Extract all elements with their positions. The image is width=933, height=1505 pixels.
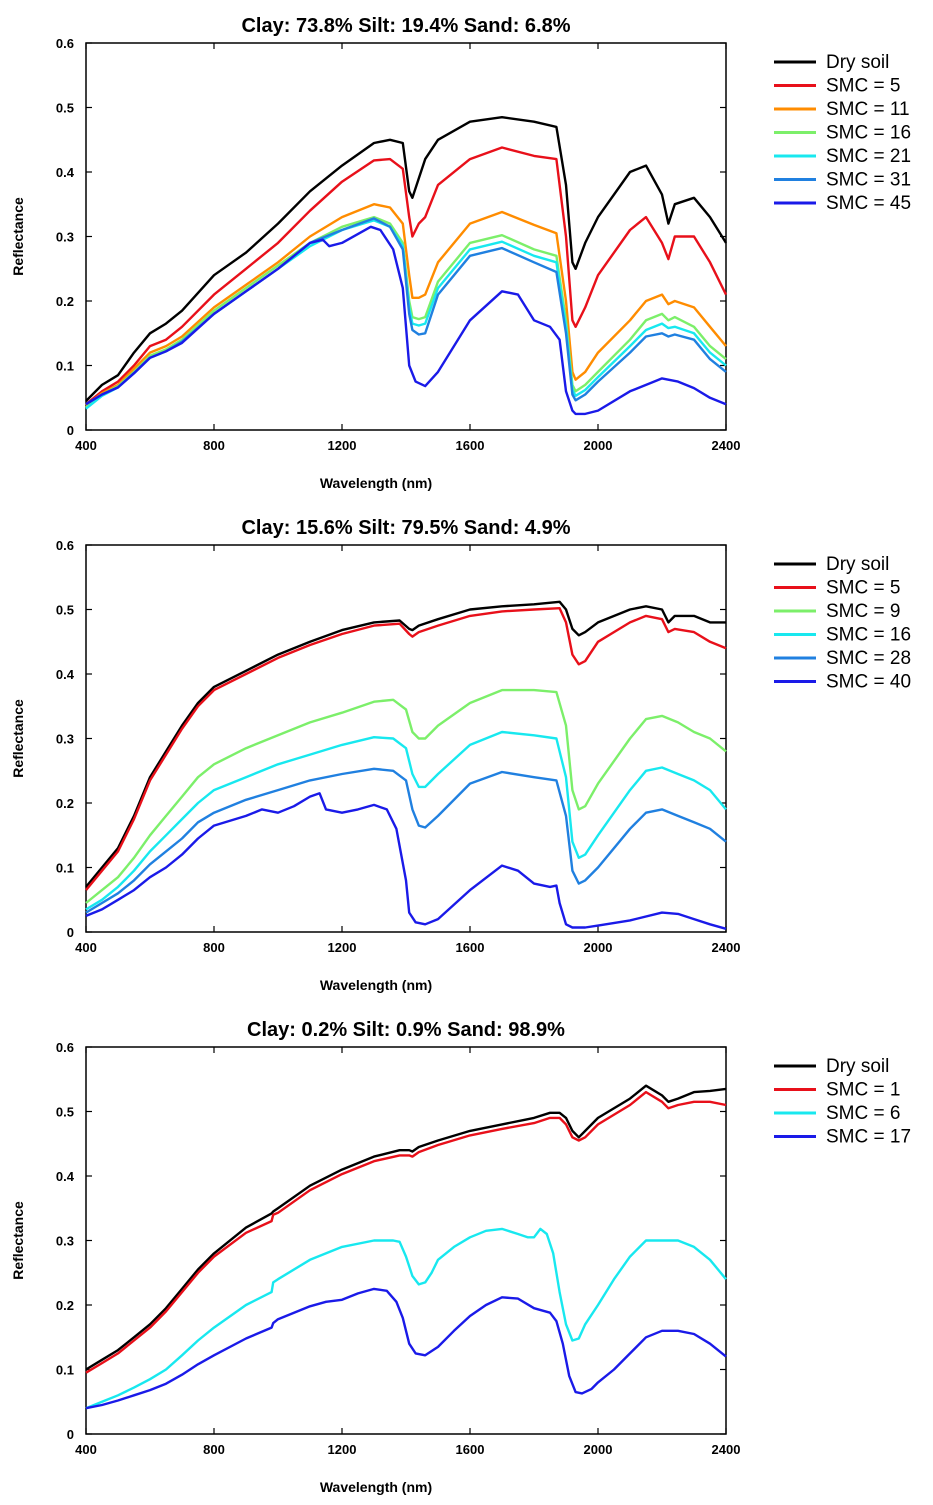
x-axis-label: Wavelength (nm) <box>320 475 432 491</box>
legend-label: Dry soil <box>826 52 889 73</box>
series-line-3 <box>85 215 727 409</box>
series-line-0 <box>85 1084 727 1371</box>
y-tick-label: 0.5 <box>56 603 74 618</box>
x-tick-label: 1200 <box>328 438 357 453</box>
y-tick-label: 0.1 <box>56 359 74 374</box>
legend-label: SMC = 31 <box>826 170 911 191</box>
y-tick-label: 0.2 <box>56 1298 74 1313</box>
x-tick-label: 2000 <box>584 1442 613 1457</box>
chart-title: Clay: 15.6% Silt: 79.5% Sand: 4.9% <box>241 517 570 539</box>
y-tick-label: 0.4 <box>56 1169 75 1184</box>
y-tick-label: 0.6 <box>56 538 74 553</box>
series-line-2 <box>85 203 727 407</box>
series-line-4 <box>85 767 727 914</box>
y-tick-label: 0 <box>67 1427 74 1442</box>
x-axis-label: Wavelength (nm) <box>320 1479 432 1495</box>
y-tick-label: 0.1 <box>56 861 74 876</box>
legend-label: SMC = 45 <box>826 193 911 214</box>
x-tick-label: 1600 <box>456 940 485 955</box>
chart-svg: Clay: 0.2% Silt: 0.9% Sand: 98.9% 0 0.1 0.2… <box>10 1019 911 1495</box>
y-tick-label: 0.4 <box>56 667 75 682</box>
x-tick-label: 400 <box>75 940 97 955</box>
series-line-1 <box>85 1090 727 1374</box>
y-axis-label: Reflectance <box>10 1201 26 1280</box>
legend-label: SMC = 40 <box>826 672 911 693</box>
series-line-1 <box>85 146 728 406</box>
x-tick-label: 2400 <box>712 1442 741 1457</box>
series-line-1 <box>85 607 727 891</box>
x-tick-label: 1600 <box>456 1442 485 1457</box>
chart-title: Clay: 73.8% Silt: 19.4% Sand: 6.8% <box>241 15 570 37</box>
x-tick-label: 400 <box>75 438 97 453</box>
y-tick-label: 0 <box>67 925 74 940</box>
series-line-0 <box>85 116 728 402</box>
x-tick-label: 1200 <box>328 1442 357 1457</box>
y-axis-label: Reflectance <box>10 699 26 778</box>
y-tick-label: 0 <box>67 423 74 438</box>
y-tick-label: 0.3 <box>56 230 74 245</box>
x-axis-label: Wavelength (nm) <box>320 977 432 993</box>
y-tick-label: 0.2 <box>56 294 74 309</box>
series-line-5 <box>85 792 727 930</box>
legend-label: SMC = 6 <box>826 1103 900 1124</box>
x-tick-label: 2400 <box>712 438 741 453</box>
y-tick-label: 0.1 <box>56 1363 74 1378</box>
x-tick-label: 2000 <box>584 438 613 453</box>
legend-label: SMC = 9 <box>826 601 900 622</box>
y-tick-label: 0.3 <box>56 1234 74 1249</box>
legend-label: Dry soil <box>826 554 889 575</box>
x-tick-label: 1200 <box>328 940 357 955</box>
legend-label: SMC = 11 <box>826 99 910 120</box>
legend-label: SMC = 5 <box>826 578 900 599</box>
series-line-2 <box>85 688 727 904</box>
chart-title: Clay: 0.2% Silt: 0.9% Sand: 98.9% <box>247 1019 565 1041</box>
y-tick-label: 0.5 <box>56 1105 74 1120</box>
legend-label: Dry soil <box>826 1056 889 1077</box>
chart-panel-sand-rich: Clay: 0.2% Silt: 0.9% Sand: 98.9% 0 0.1 0.2… <box>0 1004 933 1504</box>
series-line-6 <box>85 225 727 416</box>
series-line-0 <box>85 600 726 888</box>
y-tick-label: 0.2 <box>56 796 74 811</box>
legend-label: SMC = 5 <box>826 76 900 97</box>
x-tick-label: 2400 <box>712 940 741 955</box>
x-tick-label: 800 <box>203 438 225 453</box>
series-line-3 <box>85 1287 727 1410</box>
plot-frame <box>85 42 727 431</box>
legend-label: SMC = 17 <box>826 1127 911 1148</box>
series-line-3 <box>85 730 727 911</box>
y-axis-label: Reflectance <box>10 197 26 276</box>
legend-label: SMC = 16 <box>826 123 911 144</box>
chart-panel-silt-rich: Clay: 15.6% Silt: 79.5% Sand: 4.9% 0 0.1 0.… <box>0 502 933 1002</box>
legend-label: SMC = 1 <box>826 1080 900 1101</box>
series-line-2 <box>85 1227 727 1410</box>
legend-label: SMC = 21 <box>826 146 911 167</box>
x-tick-label: 2000 <box>584 940 613 955</box>
y-tick-label: 0.4 <box>56 165 75 180</box>
chart-svg: Clay: 73.8% Silt: 19.4% Sand: 6.8% 0 0.1 0.… <box>10 15 911 491</box>
legend-label: SMC = 28 <box>826 648 911 669</box>
x-tick-label: 800 <box>203 940 225 955</box>
chart-panel-clay-rich: Clay: 73.8% Silt: 19.4% Sand: 6.8% 0 0.1 0.… <box>0 0 933 500</box>
y-tick-label: 0.3 <box>56 732 74 747</box>
x-tick-label: 400 <box>75 1442 97 1457</box>
y-tick-label: 0.6 <box>56 36 74 51</box>
x-tick-label: 800 <box>203 1442 225 1457</box>
legend-label: SMC = 16 <box>826 625 911 646</box>
x-tick-label: 1600 <box>456 438 485 453</box>
y-tick-label: 0.5 <box>56 101 74 116</box>
chart-svg: Clay: 15.6% Silt: 79.5% Sand: 4.9% 0 0.1 0.… <box>10 517 911 993</box>
y-tick-label: 0.6 <box>56 1040 74 1055</box>
